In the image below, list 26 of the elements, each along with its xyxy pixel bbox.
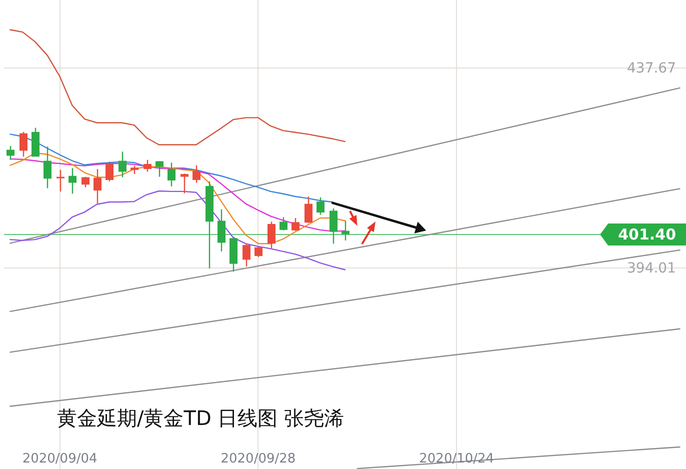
text: 黄金延期/黄金TD 日线图 张尧浠 bbox=[57, 406, 344, 430]
candlestick bbox=[292, 217, 300, 232]
ref-line-label: 401.40 bbox=[618, 225, 676, 244]
candlestick bbox=[168, 162, 176, 188]
candlestick bbox=[254, 246, 262, 258]
candlestick bbox=[144, 159, 152, 172]
candlestick bbox=[268, 221, 276, 249]
x-tick-label: 2020/09/04 bbox=[22, 451, 98, 466]
candlestick bbox=[94, 168, 102, 204]
candlestick bbox=[20, 131, 28, 158]
candlestick bbox=[106, 161, 114, 182]
candlestick bbox=[304, 196, 312, 224]
candlestick bbox=[6, 146, 14, 160]
x-tick-label: 2020/09/28 bbox=[220, 451, 296, 466]
y-tick-label: 394.01 bbox=[627, 260, 676, 277]
candlestick bbox=[56, 169, 64, 192]
y-tick-label: 437.67 bbox=[627, 60, 676, 77]
candlestick bbox=[192, 164, 200, 184]
candlestick bbox=[118, 151, 126, 178]
candlestick bbox=[316, 196, 324, 216]
candlestick bbox=[156, 160, 164, 178]
candlestick bbox=[44, 146, 52, 189]
candlestick bbox=[180, 172, 188, 194]
candlestick bbox=[242, 243, 250, 268]
candlestick bbox=[68, 167, 76, 194]
candlestick bbox=[280, 216, 288, 231]
